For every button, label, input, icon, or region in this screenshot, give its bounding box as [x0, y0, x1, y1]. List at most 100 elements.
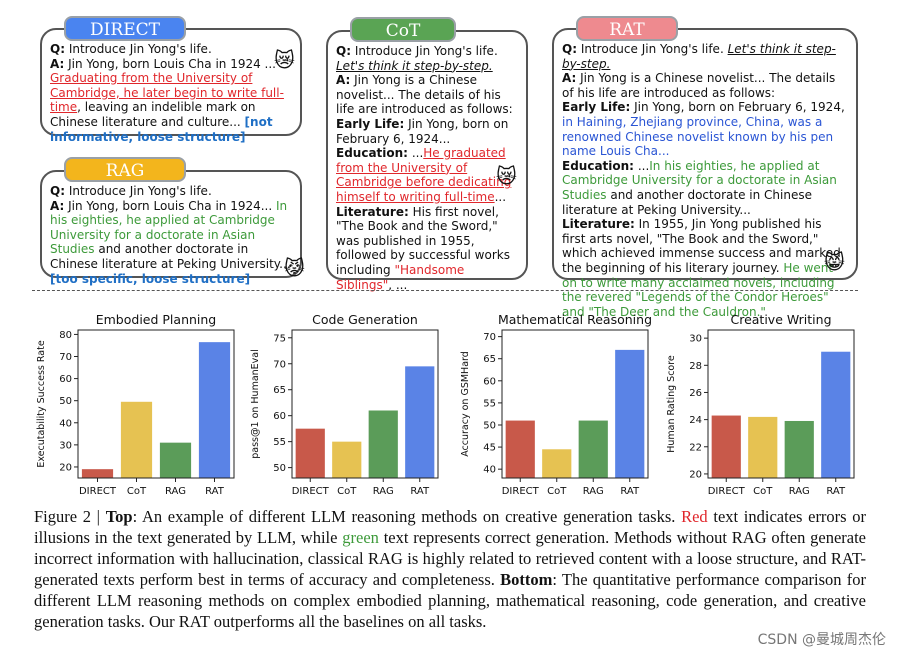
rag-example-box: Q: Introduce Jin Yong's life. A: Jin Yon…	[40, 170, 305, 286]
rag-q-label: Q:	[50, 184, 65, 198]
chart-code-generation: Code Generation pass@1 on HumanEval 50 55 60…	[246, 308, 446, 504]
plot-frame	[707, 329, 855, 479]
x-tick-label: RAT	[620, 486, 640, 497]
x-tick-label: DIRECT	[708, 486, 746, 497]
y-tick-label: 45	[483, 443, 496, 454]
x-tick-label: CoT	[547, 486, 567, 497]
y-tick-label: 60	[273, 411, 286, 422]
rat-early-text: Jin Yong, born on February 6, 1924,	[634, 100, 845, 115]
bar-direct	[711, 415, 741, 478]
cot-lit-end: , ...	[388, 277, 408, 292]
direct-q-label: Q:	[50, 42, 65, 56]
bar-direct	[295, 428, 325, 478]
rat-early-retrieved: in Haining, Zhejiang province, China, wa…	[562, 114, 834, 159]
y-tick-label: 50	[483, 420, 496, 431]
x-tick-label: RAG	[165, 486, 186, 497]
x-tick-label: RAG	[583, 486, 604, 497]
direct-tag: DIRECT	[64, 16, 186, 41]
rat-lit-text: In 1955, Jin Yong published his first ar…	[562, 217, 841, 275]
bar-rag	[368, 410, 398, 478]
y-tick-label: 70	[273, 359, 286, 370]
caption-top-label: Top	[105, 507, 133, 526]
rag-note: [too specific, loose structure]	[50, 271, 251, 286]
caption-part-3: text represents correct generation. Meth…	[34, 528, 867, 589]
rat-tag: RAT	[576, 16, 678, 41]
chart-svg-3: Creative Writing Human Rating Score 20 22 24…	[666, 312, 855, 497]
y-tick-label: 60	[483, 376, 496, 387]
cot-q-label: Q:	[336, 44, 351, 58]
rag-question: Introduce Jin Yong's life.	[68, 184, 212, 198]
plot-frame	[291, 329, 439, 479]
cot-example-box: Q: Introduce Jin Yong's life. Let's thin…	[326, 30, 528, 292]
section-divider	[32, 290, 858, 291]
direct-example-box: Q: Introduce Jin Yong's life. A: Jin Yon…	[40, 28, 302, 144]
direct-a-label: A:	[50, 56, 65, 71]
chart-title: Code Generation	[312, 312, 418, 327]
rat-example-box: Q: Introduce Jin Yong's life. Let's thin…	[552, 28, 858, 319]
rat-a-label: A:	[562, 71, 577, 86]
x-tick-label: RAG	[373, 486, 394, 497]
cot-early-label: Early Life:	[336, 116, 405, 131]
direct-answer-start: Jin Yong, born Louis Cha in 1924 ...	[68, 56, 276, 71]
rat-lit-correct: He went on to write many acclaimed novel…	[562, 260, 835, 319]
chart-embodied-planning: Embodied Planning Executability Success R…	[32, 308, 242, 504]
y-tick-label: 70	[483, 332, 496, 343]
bar-rat	[615, 349, 645, 478]
bar-rat	[198, 342, 231, 478]
rag-a-label: A:	[50, 198, 65, 213]
y-tick-label: 20	[59, 462, 72, 473]
bar-rag	[159, 442, 192, 478]
rag-answer-start: Jin Yong, born Louis Cha in 1924...	[68, 198, 273, 213]
chart-title: Mathematical Reasoning	[498, 312, 652, 327]
plot-frame	[77, 329, 235, 479]
direct-note: [not informative, loose structure]	[50, 114, 273, 144]
direct-answer-error: Graduating from the University of Cambri…	[50, 71, 284, 115]
rat-lit-label: Literature:	[562, 217, 635, 232]
y-tick-label: 75	[273, 333, 286, 344]
bar-rag	[784, 420, 814, 478]
x-tick-label: RAT	[205, 486, 225, 497]
direct-question: Introduce Jin Yong's life.	[68, 42, 212, 56]
cot-edu-error: He graduated from the University of Camb…	[336, 146, 512, 204]
bar-cot	[748, 416, 778, 478]
y-tick-label: 30	[689, 334, 702, 345]
x-tick-label: RAT	[410, 486, 430, 497]
bar-rat	[405, 366, 435, 478]
chart-ylabel: Executability Success Rate	[36, 340, 47, 467]
bar-rat	[821, 351, 851, 478]
cot-early-text: Jin Yong, born on February 6, 1924...	[336, 116, 509, 146]
direct-answer-end: , leaving an indelible mark on Chinese l…	[50, 100, 256, 129]
rat-edu-start: ...	[637, 158, 650, 173]
cot-a-label: A:	[336, 73, 351, 88]
y-tick-label: 26	[689, 388, 702, 399]
rat-answer-intro: Jin Yong is a Chinese novelist... The de…	[562, 71, 836, 100]
y-tick-label: 30	[59, 440, 72, 451]
x-tick-label: CoT	[337, 486, 357, 497]
chart-title: Embodied Planning	[96, 312, 217, 327]
bar-direct	[81, 469, 114, 478]
cot-edu-label: Education:	[336, 146, 408, 161]
bar-cot	[332, 441, 362, 478]
bar-rag	[578, 420, 608, 478]
chart-svg-1: Code Generation pass@1 on HumanEval 50 55 60…	[250, 312, 439, 497]
rag-answer-end: and another doctorate in Chinese literat…	[50, 242, 291, 271]
bar-direct	[505, 420, 535, 478]
rat-question-prompt: Let's think it step-by-step.	[562, 42, 836, 71]
chart-creative-writing: Creative Writing Human Rating Score 20 22 24…	[662, 308, 862, 504]
watermark: CSDN @曼城周杰伦	[757, 632, 886, 648]
y-tick-label: 24	[689, 415, 702, 426]
cot-tag: CoT	[350, 17, 456, 42]
y-tick-label: 22	[689, 442, 702, 453]
bar-cot	[120, 401, 153, 478]
smiling-cat-icon: 😸	[824, 250, 845, 274]
y-tick-label: 55	[273, 437, 286, 448]
cot-lit-text: His first novel, "The Book and the Sword…	[336, 204, 510, 277]
bar-cot	[542, 449, 572, 478]
rag-tag: RAG	[64, 157, 186, 182]
caption-bottom-label: Bottom	[500, 570, 553, 589]
crying-cat-icon: 😿	[496, 164, 517, 188]
chart-mathematical-reasoning: Mathematical Reasoning Accuracy on GSMHar…	[456, 308, 656, 504]
y-tick-label: 60	[59, 374, 72, 385]
y-tick-label: 40	[483, 465, 496, 476]
rat-question: Introduce Jin Yong's life.	[580, 42, 724, 56]
